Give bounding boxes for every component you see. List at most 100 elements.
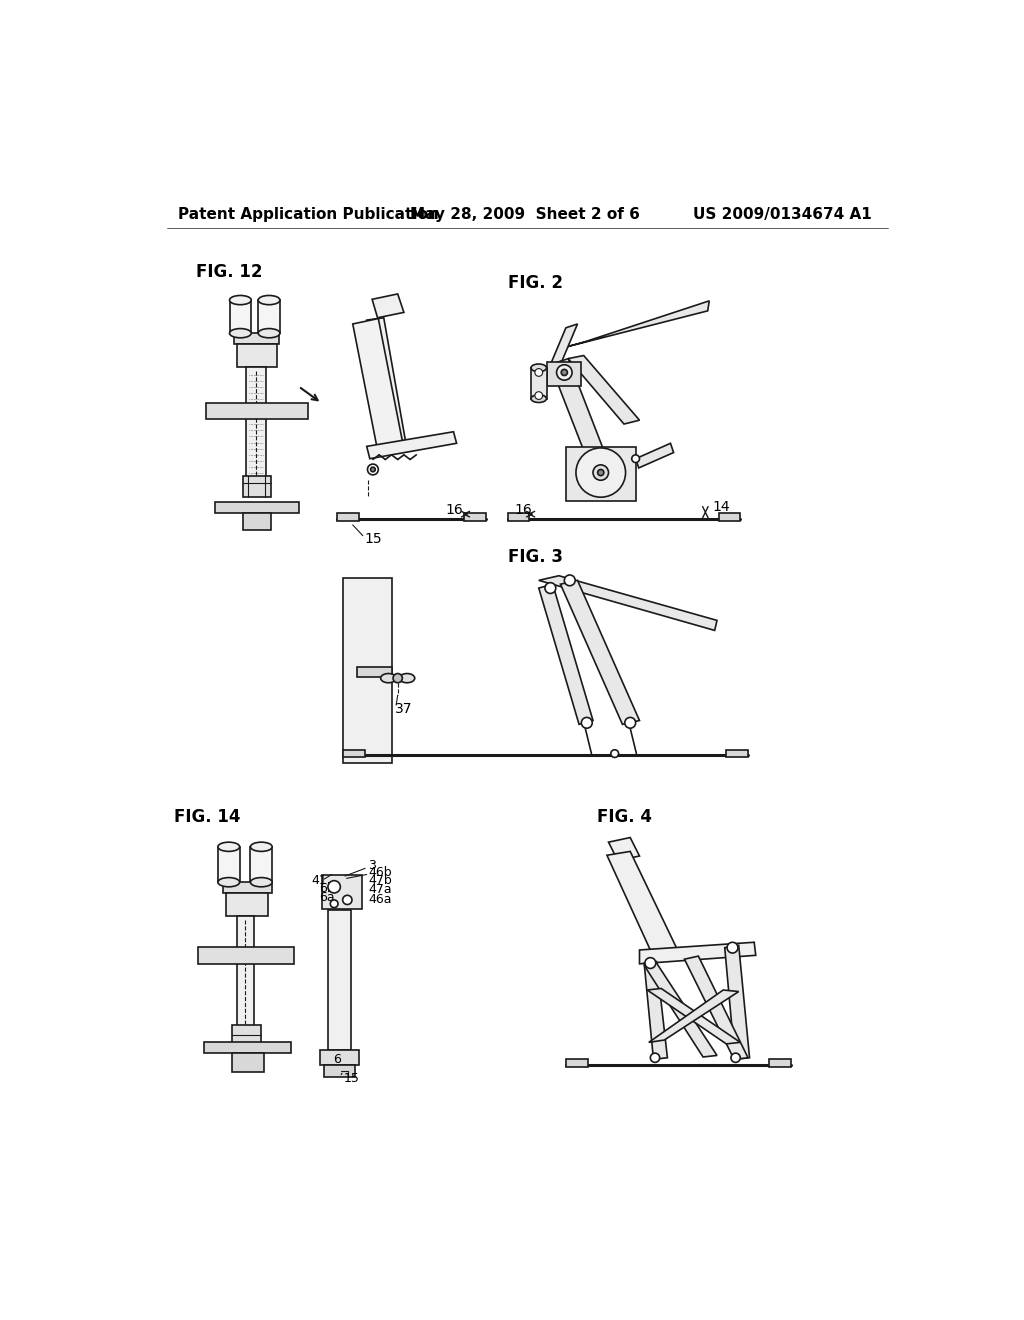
Text: 15: 15 xyxy=(343,1072,359,1085)
Polygon shape xyxy=(644,964,717,1057)
Ellipse shape xyxy=(258,329,280,338)
Polygon shape xyxy=(684,956,748,1059)
Bar xyxy=(234,333,280,345)
Text: FIG. 4: FIG. 4 xyxy=(597,808,652,826)
Bar xyxy=(356,667,391,677)
Circle shape xyxy=(343,895,352,904)
Circle shape xyxy=(564,576,575,586)
Polygon shape xyxy=(539,576,717,631)
Circle shape xyxy=(650,1053,659,1063)
Text: FIG. 3: FIG. 3 xyxy=(508,548,563,566)
Bar xyxy=(566,447,636,502)
Bar xyxy=(225,892,267,916)
Polygon shape xyxy=(367,432,457,459)
Circle shape xyxy=(535,368,543,376)
Bar xyxy=(218,847,240,882)
Polygon shape xyxy=(647,989,740,1044)
Polygon shape xyxy=(367,318,407,451)
Bar xyxy=(328,909,351,1051)
Circle shape xyxy=(575,447,626,498)
Bar xyxy=(243,475,270,498)
Text: FIG. 14: FIG. 14 xyxy=(174,808,241,826)
Circle shape xyxy=(545,582,556,594)
Polygon shape xyxy=(608,837,640,861)
Circle shape xyxy=(645,958,655,969)
Bar xyxy=(322,874,362,909)
Circle shape xyxy=(727,942,738,953)
Circle shape xyxy=(535,392,543,400)
Text: US 2009/0134674 A1: US 2009/0134674 A1 xyxy=(693,207,872,222)
Polygon shape xyxy=(636,444,674,469)
Text: 16: 16 xyxy=(514,503,531,516)
Polygon shape xyxy=(568,355,640,424)
Ellipse shape xyxy=(251,878,272,887)
Polygon shape xyxy=(560,581,640,725)
Text: 15: 15 xyxy=(365,532,382,545)
Text: Patent Application Publication: Patent Application Publication xyxy=(178,207,439,222)
Circle shape xyxy=(371,467,375,471)
Bar xyxy=(231,1053,264,1072)
Ellipse shape xyxy=(531,395,547,403)
Circle shape xyxy=(393,673,402,682)
Polygon shape xyxy=(539,585,593,725)
Polygon shape xyxy=(372,294,403,318)
Ellipse shape xyxy=(531,364,547,372)
Bar xyxy=(215,502,299,512)
Bar xyxy=(258,300,280,333)
Bar xyxy=(251,847,272,882)
Bar xyxy=(566,1059,588,1067)
Circle shape xyxy=(593,465,608,480)
Ellipse shape xyxy=(229,329,251,338)
Ellipse shape xyxy=(218,842,240,851)
Bar xyxy=(206,404,308,418)
Polygon shape xyxy=(725,945,750,1059)
Circle shape xyxy=(731,1053,740,1063)
Polygon shape xyxy=(352,318,403,450)
Bar xyxy=(204,1043,291,1053)
Bar xyxy=(343,750,366,758)
Circle shape xyxy=(331,900,338,908)
Bar xyxy=(547,363,582,385)
Circle shape xyxy=(557,364,572,380)
Bar xyxy=(324,1065,355,1077)
Bar xyxy=(508,513,529,521)
Bar xyxy=(246,367,266,491)
Circle shape xyxy=(625,718,636,729)
Bar xyxy=(343,578,391,763)
Ellipse shape xyxy=(229,296,251,305)
Ellipse shape xyxy=(399,673,415,682)
Circle shape xyxy=(561,370,567,376)
Text: FIG. 2: FIG. 2 xyxy=(508,275,563,292)
Circle shape xyxy=(582,718,592,729)
Polygon shape xyxy=(644,961,668,1059)
Bar xyxy=(237,916,254,1043)
Polygon shape xyxy=(607,851,678,957)
Text: 47b: 47b xyxy=(369,874,392,887)
Ellipse shape xyxy=(258,296,280,305)
Text: 47a: 47a xyxy=(369,883,392,896)
Text: 46a: 46a xyxy=(369,892,392,906)
Polygon shape xyxy=(566,301,710,347)
Text: 46b: 46b xyxy=(369,866,392,879)
Circle shape xyxy=(611,750,618,758)
Text: 6: 6 xyxy=(334,1053,341,1065)
Circle shape xyxy=(368,465,378,475)
Bar xyxy=(337,513,359,521)
Text: FIG. 12: FIG. 12 xyxy=(197,264,263,281)
Bar xyxy=(198,946,294,964)
Ellipse shape xyxy=(251,842,272,851)
Bar xyxy=(531,368,547,399)
Text: 6a: 6a xyxy=(318,891,334,904)
Bar xyxy=(229,300,251,333)
Polygon shape xyxy=(640,942,756,964)
Text: May 28, 2009  Sheet 2 of 6: May 28, 2009 Sheet 2 of 6 xyxy=(410,207,640,222)
Circle shape xyxy=(598,470,604,475)
Bar xyxy=(237,345,276,367)
Bar xyxy=(243,512,270,529)
Bar xyxy=(464,513,486,521)
Bar xyxy=(321,1051,359,1065)
Text: 16: 16 xyxy=(445,503,464,516)
Text: 3: 3 xyxy=(369,859,376,871)
Bar xyxy=(231,1026,261,1048)
Text: 6b: 6b xyxy=(318,882,335,895)
